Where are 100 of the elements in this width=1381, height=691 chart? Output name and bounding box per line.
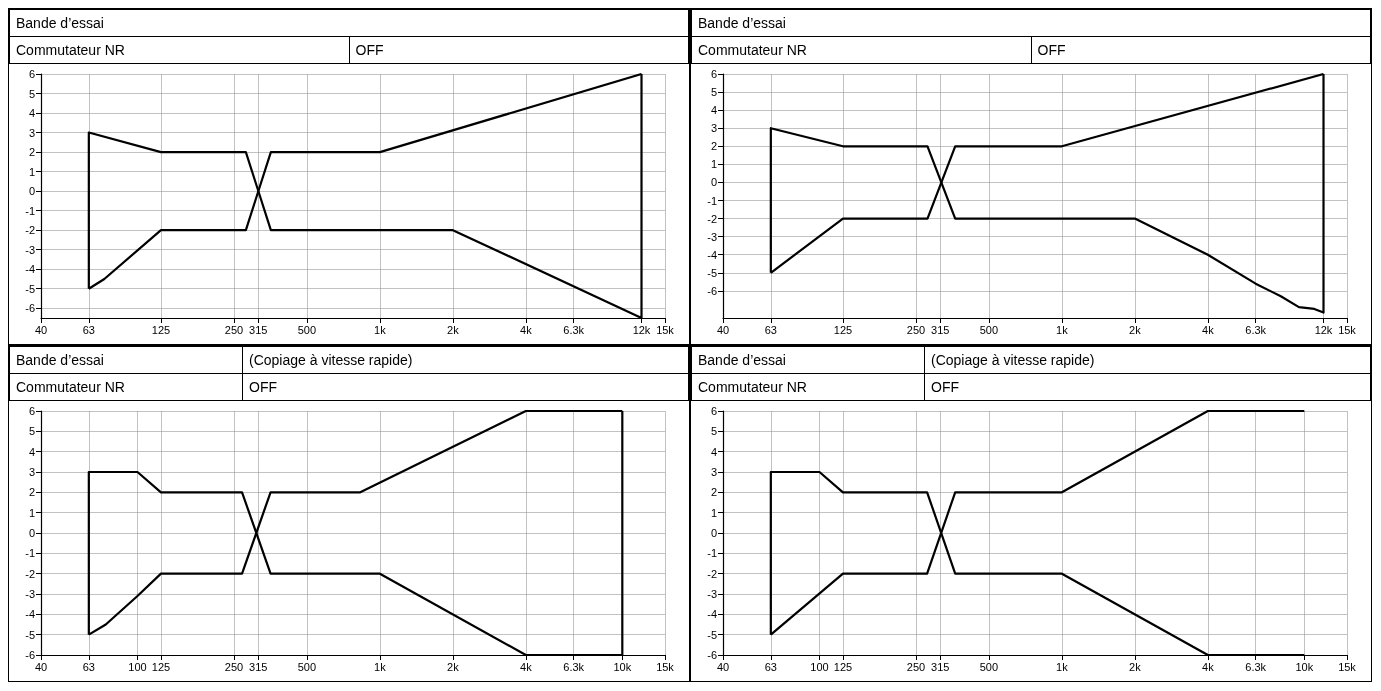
- y-tick-label: -4: [25, 263, 35, 276]
- x-tick-label: 15k: [1338, 323, 1357, 336]
- x-tick-label: 6.3k: [563, 323, 585, 336]
- text: Commutateur NR: [691, 373, 925, 401]
- x-tick-label: 500: [297, 323, 317, 336]
- y-tick-label: -4: [707, 608, 717, 621]
- x-tick-label: 4k: [520, 323, 533, 336]
- y-tick-label: 2: [28, 486, 35, 499]
- x-tick-label: 63: [764, 323, 777, 336]
- text: OFF: [1031, 36, 1371, 64]
- y-tick-label: 0: [28, 185, 35, 198]
- y-tick-label: -3: [707, 588, 717, 600]
- text: Commutateur NR: [691, 36, 1031, 64]
- y-tick-label: 6: [710, 405, 717, 417]
- x-tick-label: 2k: [447, 323, 460, 336]
- y-tick-label: 2: [710, 140, 717, 153]
- x-tick-label: 6.3k: [1245, 660, 1267, 673]
- x-tick-label: 15k: [656, 660, 675, 673]
- y-tick-label: 1: [28, 506, 35, 519]
- y-tick-label: 0: [710, 176, 717, 189]
- x-tick-label: 100: [128, 660, 147, 673]
- x-tick-label: 315: [249, 323, 268, 336]
- y-tick-label: -3: [25, 588, 35, 600]
- x-tick-label: 125: [833, 660, 853, 673]
- y-tick-label: 4: [710, 104, 717, 117]
- y-tick-label: -6: [707, 649, 717, 661]
- chart-subtitle: (Copiage à vitesse rapide): [242, 346, 689, 374]
- y-tick-label: -6: [707, 284, 717, 297]
- chart-title: Bande d’essai: [691, 9, 1371, 37]
- y-tick-label: 5: [28, 425, 35, 438]
- x-tick-label: 1k: [1056, 323, 1069, 336]
- y-tick-label: 0: [28, 527, 35, 539]
- x-tick-label: 2k: [1129, 660, 1142, 673]
- x-tick-label: 1k: [374, 660, 387, 673]
- y-tick-label: -4: [25, 608, 35, 621]
- x-tick-label: 500: [297, 660, 317, 673]
- y-tick-label: -3: [707, 230, 717, 243]
- x-tick-label: 250: [906, 660, 926, 673]
- y-tick-label: -5: [25, 282, 35, 295]
- chart-title: Bande d’essai: [691, 346, 925, 374]
- text: OFF: [242, 373, 689, 401]
- x-tick-label: 315: [249, 660, 268, 673]
- x-tick-label: 4k: [1202, 660, 1215, 673]
- y-tick-label: 5: [710, 86, 717, 99]
- x-tick-label: 2k: [1129, 323, 1142, 336]
- x-tick-label: 6.3k: [1245, 323, 1267, 336]
- y-tick-label: 4: [28, 445, 35, 458]
- y-tick-label: -6: [25, 302, 35, 315]
- y-tick-label: 0: [710, 527, 717, 539]
- y-tick-label: 1: [710, 506, 717, 519]
- y-tick-label: -1: [25, 547, 35, 560]
- x-tick-label: 100: [810, 660, 829, 673]
- y-tick-label: 4: [28, 107, 35, 120]
- x-tick-label: 315: [931, 323, 950, 336]
- y-tick-label: -5: [707, 628, 717, 641]
- x-tick-label: 40: [716, 323, 730, 336]
- chart-title: Bande d’essai: [9, 9, 689, 37]
- y-tick-label: 2: [710, 486, 717, 499]
- y-tick-label: -3: [25, 243, 35, 256]
- y-tick-label: 6: [710, 68, 717, 80]
- y-tick-label: -1: [707, 194, 717, 207]
- x-tick-label: 63: [82, 660, 95, 673]
- y-tick-label: 2: [28, 146, 35, 159]
- x-tick-label: 12k: [632, 323, 651, 336]
- x-tick-label: 500: [979, 323, 999, 336]
- y-tick-label: -2: [707, 567, 717, 580]
- y-tick-label: -4: [707, 248, 717, 261]
- text: OFF: [924, 373, 1371, 401]
- x-tick-label: 15k: [656, 323, 675, 336]
- y-tick-label: 4: [710, 445, 717, 458]
- text: Commutateur NR: [9, 373, 243, 401]
- x-tick-label: 15k: [1338, 660, 1357, 673]
- x-tick-label: 250: [906, 323, 926, 336]
- y-tick-label: 6: [28, 405, 35, 417]
- x-tick-label: 125: [151, 660, 171, 673]
- y-tick-label: -6: [25, 649, 35, 661]
- x-tick-label: 6.3k: [563, 660, 585, 673]
- y-tick-label: 1: [710, 158, 717, 171]
- y-tick-label: -2: [25, 567, 35, 580]
- y-tick-label: -2: [25, 224, 35, 237]
- chart-subtitle: (Copiage à vitesse rapide): [924, 346, 1371, 374]
- x-tick-label: 125: [151, 323, 171, 336]
- x-tick-label: 40: [34, 660, 48, 673]
- y-tick-label: 3: [710, 122, 717, 135]
- x-tick-label: 4k: [1202, 323, 1215, 336]
- x-tick-label: 63: [82, 323, 95, 336]
- x-tick-label: 4k: [520, 660, 533, 673]
- y-tick-label: 5: [710, 425, 717, 438]
- x-tick-label: 315: [931, 660, 950, 673]
- x-tick-label: 250: [224, 660, 244, 673]
- y-tick-label: 6: [28, 68, 35, 80]
- x-tick-label: 10k: [613, 660, 632, 673]
- y-tick-label: -5: [707, 266, 717, 279]
- x-tick-label: 125: [833, 323, 853, 336]
- y-tick-label: -2: [707, 212, 717, 225]
- x-tick-label: 12k: [1314, 323, 1333, 336]
- y-tick-label: -5: [25, 628, 35, 641]
- y-tick-label: -1: [707, 547, 717, 560]
- y-tick-label: 5: [28, 87, 35, 100]
- y-tick-label: 1: [28, 165, 35, 178]
